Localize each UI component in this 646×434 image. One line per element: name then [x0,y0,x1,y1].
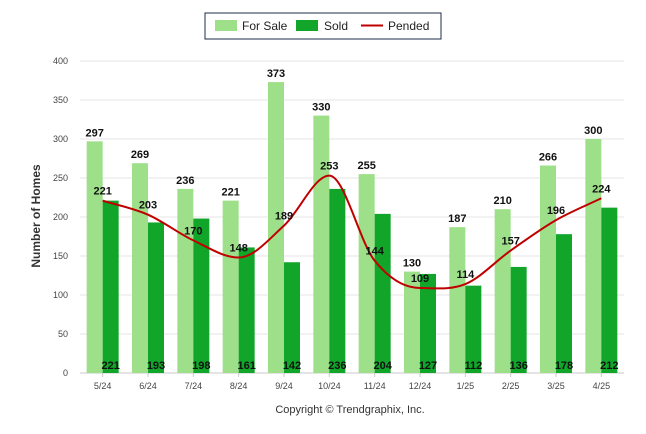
label-for-sale: 255 [357,160,375,172]
label-sold: 193 [147,360,165,372]
x-tick-label: 9/24 [275,381,293,391]
bar-for-sale [358,174,375,373]
label-for-sale: 130 [403,258,421,270]
y-tick-label: 0 [63,368,68,378]
label-for-sale: 300 [584,125,602,137]
label-pended: 157 [501,236,519,248]
legend-label-sold: Sold [324,19,348,33]
bar-sold [601,207,618,373]
bar-sold [465,285,482,373]
y-tick-label: 50 [58,329,68,339]
label-pended: 109 [411,273,429,285]
label-pended: 224 [592,183,611,195]
label-sold: 127 [419,360,437,372]
label-pended: 144 [365,246,384,258]
bar-sold [510,266,527,373]
x-tick-label: 5/24 [94,381,112,391]
bar-sold [556,234,572,373]
label-sold: 161 [237,360,255,372]
x-tick-label: 4/25 [593,381,611,391]
label-pended: 189 [275,211,293,223]
x-tick-label: 10/24 [318,381,341,391]
label-pended: 196 [547,205,565,217]
label-sold: 212 [600,360,618,372]
label-sold: 142 [283,360,301,372]
bar-sold [284,262,300,373]
bar-for-sale [313,115,330,373]
label-sold: 204 [373,360,392,372]
label-for-sale: 210 [493,195,511,207]
x-tick-label: 11/24 [364,381,386,391]
bar-for-sale [222,200,239,373]
label-sold: 112 [464,360,482,372]
label-for-sale: 187 [448,213,466,225]
bar-sold [238,247,255,373]
bars [86,82,618,373]
x-tick-label: 2/25 [502,381,520,391]
bar-for-sale [404,271,420,373]
legend-label-for-sale: For Sale [242,19,288,33]
y-tick-label: 250 [53,173,68,183]
x-tick-label: 3/25 [547,381,565,391]
label-for-sale: 221 [221,187,239,199]
bar-sold [193,218,210,373]
label-sold: 221 [101,360,119,372]
y-tick-label: 300 [53,134,68,144]
label-for-sale: 330 [312,102,330,114]
bar-for-sale [86,141,103,373]
pended-line-path [102,174,602,290]
copyright-text: Copyright © Trendgraphix, Inc. [275,404,424,416]
bar-sold [102,200,119,373]
gridlines [80,60,624,374]
label-sold: 136 [509,360,527,372]
label-sold: 198 [192,360,210,372]
x-tick-label: 1/25 [457,381,475,391]
bar-for-sale [132,163,148,373]
label-for-sale: 297 [85,127,103,139]
legend: For Sale Sold Pended [204,12,442,40]
label-pended: 253 [320,161,338,173]
bar-sold [329,188,346,373]
label-pended: 203 [139,200,157,212]
label-for-sale: 236 [176,175,194,187]
label-sold: 178 [555,360,573,372]
bar-sold [374,213,391,373]
pended-line [102,174,602,290]
label-pended: 114 [456,269,475,281]
legend-swatch-sold [296,20,318,31]
legend-box [204,12,442,40]
label-for-sale: 373 [267,68,285,80]
x-tick-label: 6/24 [139,381,157,391]
bar-sold [148,222,164,373]
bar-for-sale [585,139,602,373]
legend-swatch-for-sale [215,20,237,31]
y-tick-label: 400 [53,56,68,66]
bar-for-sale [494,209,511,373]
label-for-sale: 266 [539,152,557,164]
label-pended: 170 [184,225,202,237]
y-tick-label: 200 [53,212,68,222]
x-tick-label: 12/24 [409,381,432,391]
data-labels: 297 221 221 269 193 203 236 198 170 221 161 148 373 1… [85,68,618,372]
legend-label-pended: Pended [388,19,429,33]
bar-sold [420,273,436,373]
label-pended: 221 [93,186,111,198]
y-tick-label: 100 [53,290,68,300]
x-axis-ticks: 5/24 6/24 7/24 8/24 9/24 10/24 11/24 12/24 1/25 2… [94,373,610,391]
label-for-sale: 269 [131,149,149,161]
y-tick-label: 350 [53,95,68,105]
bar-for-sale [177,188,194,373]
bar-for-sale [449,227,466,373]
x-tick-label: 8/24 [230,381,248,391]
bar-for-sale [268,82,284,373]
y-axis-label: Number of Homes [29,164,43,268]
y-axis-ticks: 0 50 100 150 200 250 300 350 400 [53,56,68,378]
x-tick-label: 7/24 [185,381,203,391]
bar-for-sale [540,165,556,373]
label-sold: 236 [328,360,346,372]
y-tick-label: 150 [53,251,68,261]
label-pended: 148 [229,243,247,255]
